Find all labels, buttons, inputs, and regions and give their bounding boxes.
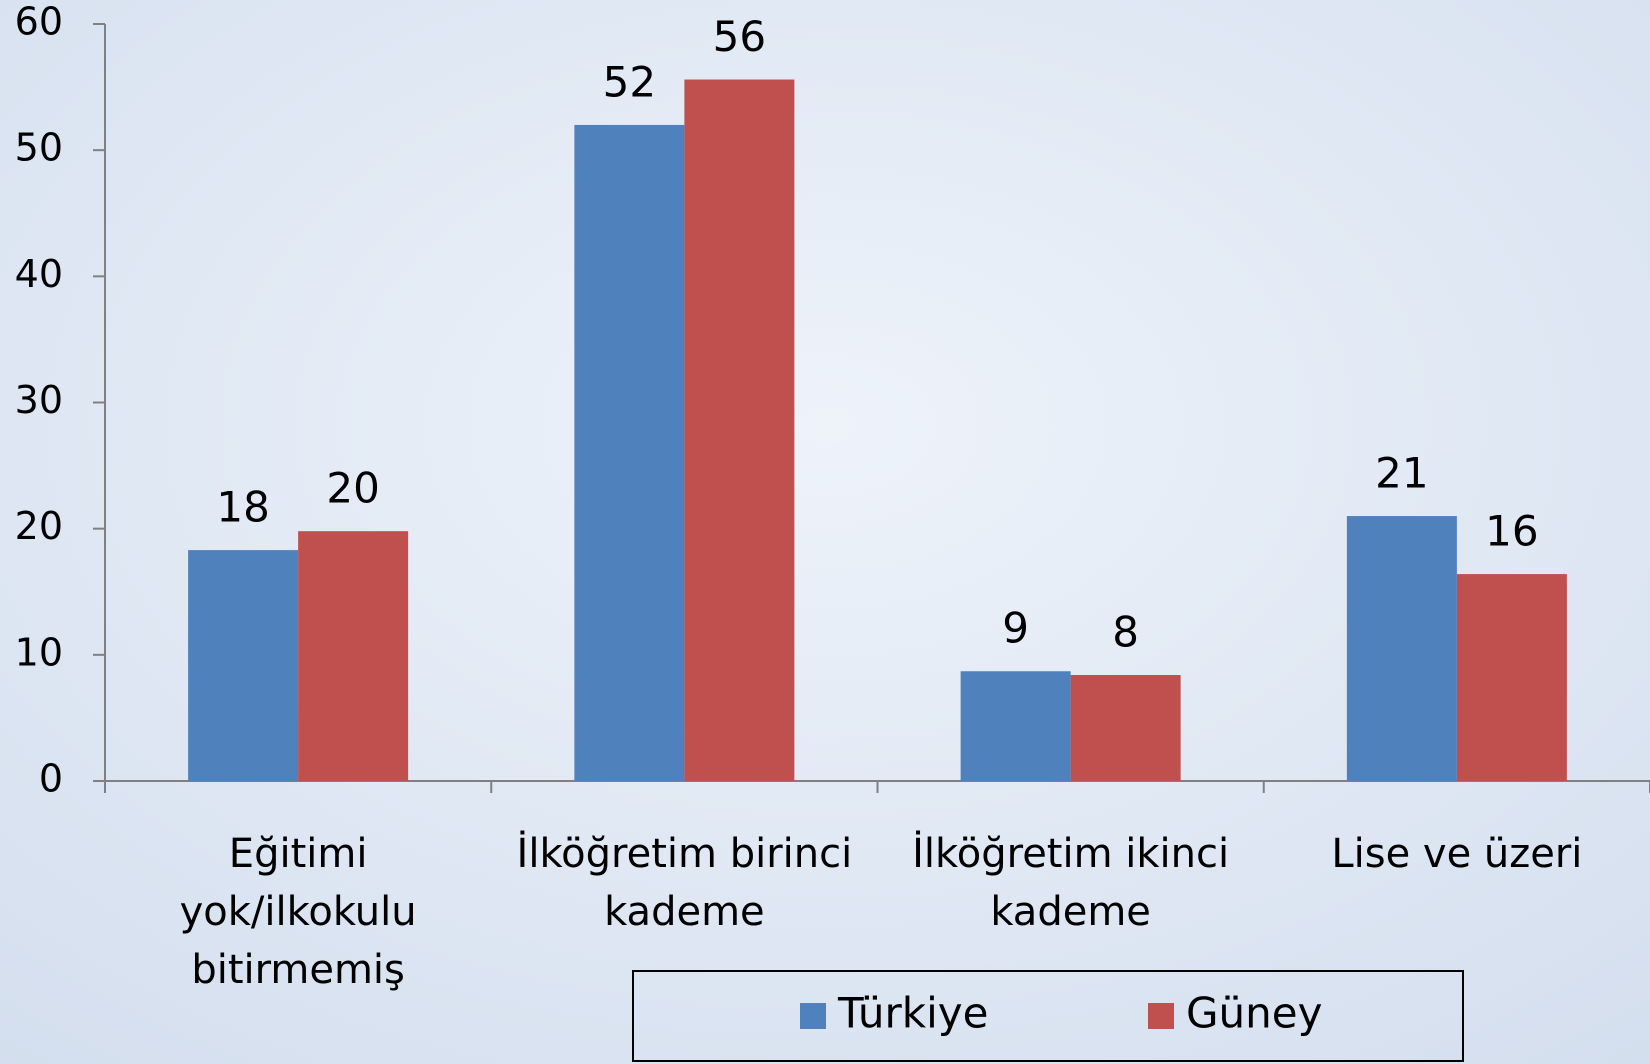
legend-label: Türkiye <box>837 989 988 1038</box>
legend-box <box>632 970 1464 1062</box>
data-label: 56 <box>713 12 766 61</box>
bar <box>1456 574 1567 781</box>
y-tick-label: 30 <box>15 378 63 422</box>
y-tick-label: 60 <box>15 0 63 44</box>
data-label: 20 <box>326 464 379 513</box>
x-tick-label: İlköğretim birinci kademe <box>517 829 853 935</box>
y-tick-label: 20 <box>15 504 63 548</box>
y-tick-label: 10 <box>15 630 63 674</box>
data-label: 21 <box>1375 449 1428 498</box>
bar <box>684 79 795 782</box>
x-tick-label: Eğitimi yok/ilkokulu bitirmemiş <box>180 831 417 993</box>
legend-swatch <box>1148 1003 1174 1029</box>
legend-swatch <box>800 1003 826 1029</box>
legend-label: Güney <box>1186 989 1322 1038</box>
bar <box>1070 675 1181 781</box>
bar <box>574 124 685 781</box>
data-label: 8 <box>1112 608 1139 657</box>
bar <box>960 671 1071 781</box>
y-tick-label: 40 <box>15 252 63 296</box>
data-label: 16 <box>1485 507 1538 556</box>
x-tick-label: Lise ve üzeri <box>1331 831 1582 877</box>
data-label: 18 <box>216 483 269 532</box>
bar <box>1346 516 1457 781</box>
bar <box>188 550 299 781</box>
data-label: 52 <box>603 57 656 106</box>
data-label: 9 <box>1002 604 1029 653</box>
y-tick-label: 0 <box>39 757 63 801</box>
bar <box>298 531 409 781</box>
x-tick-label: İlköğretim ikinci kademe <box>912 829 1229 935</box>
y-tick-label: 50 <box>15 126 63 170</box>
